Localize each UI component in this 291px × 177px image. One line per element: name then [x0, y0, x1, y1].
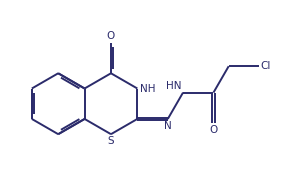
Text: Cl: Cl	[261, 61, 271, 71]
Text: NH: NH	[140, 84, 155, 93]
Text: S: S	[108, 136, 114, 146]
Text: N: N	[164, 121, 172, 131]
Text: O: O	[209, 125, 218, 135]
Text: HN: HN	[166, 81, 182, 91]
Text: O: O	[107, 31, 115, 41]
